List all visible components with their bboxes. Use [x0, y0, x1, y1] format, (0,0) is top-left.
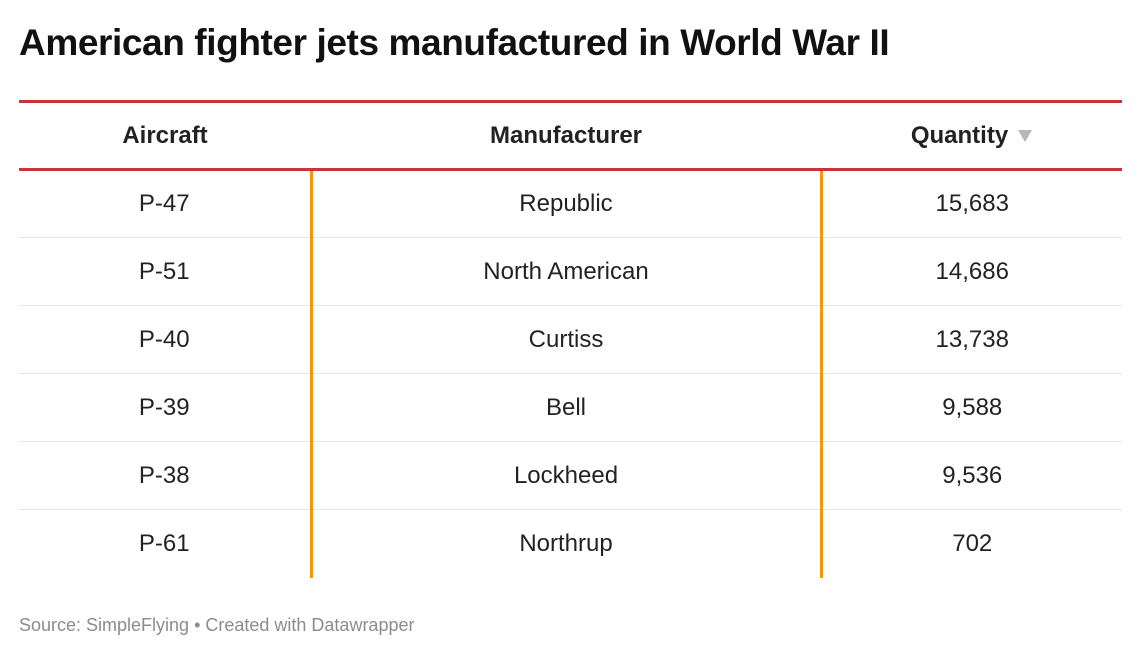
cell-aircraft: P-47 [19, 169, 313, 238]
header-quantity-label: Quantity [910, 121, 1009, 149]
data-table: Aircraft Manufacturer Quantity P-47 Repu… [19, 100, 1122, 578]
cell-manufacturer: Lockheed [311, 441, 823, 510]
cell-manufacturer: North American [311, 237, 823, 306]
cell-quantity: 15,683 [821, 169, 1122, 238]
table-row: P-61 Northrup 702 [19, 509, 1122, 578]
header-aircraft[interactable]: Aircraft [19, 100, 311, 171]
table-row: P-51 North American 14,686 [19, 237, 1122, 306]
cell-aircraft: P-51 [19, 237, 313, 306]
table-row: P-40 Curtiss 13,738 [19, 305, 1122, 374]
header-manufacturer-label: Manufacturer [489, 121, 643, 149]
table-row: P-39 Bell 9,588 [19, 373, 1122, 442]
cell-aircraft: P-40 [19, 305, 313, 374]
header-manufacturer[interactable]: Manufacturer [311, 100, 821, 171]
table-row: P-38 Lockheed 9,536 [19, 441, 1122, 510]
cell-aircraft: P-61 [19, 509, 313, 578]
cell-quantity: 702 [952, 529, 993, 557]
table-header: Aircraft Manufacturer Quantity [19, 100, 1122, 171]
cell-quantity: 9,588 [821, 373, 1122, 442]
cell-manufacturer: Bell [311, 373, 823, 442]
header-row: Aircraft Manufacturer Quantity [19, 100, 1122, 171]
cell-manufacturer: Republic [311, 169, 823, 238]
cell-aircraft: P-39 [19, 373, 313, 442]
table-row: P-47 Republic 15,683 [19, 169, 1122, 238]
cell-manufacturer: Northrup [311, 509, 823, 578]
sort-descending-icon[interactable] [1018, 130, 1033, 143]
chart-title: American fighter jets manufactured in Wo… [19, 22, 890, 63]
data-table-container: Aircraft Manufacturer Quantity P-47 Repu… [19, 100, 1122, 578]
table-body: P-47 Republic 15,683 P-51 North American… [19, 169, 1122, 578]
header-quantity[interactable]: Quantity [821, 100, 1122, 171]
cell-quantity: 13,738 [821, 305, 1122, 374]
cell-manufacturer: Curtiss [311, 305, 823, 374]
cell-quantity: 9,536 [821, 441, 1122, 510]
cell-quantity: 14,686 [821, 237, 1122, 306]
source-note: Source: SimpleFlying • Created with Data… [19, 615, 415, 635]
header-aircraft-label: Aircraft [122, 121, 208, 149]
cell-aircraft: P-38 [19, 441, 313, 510]
